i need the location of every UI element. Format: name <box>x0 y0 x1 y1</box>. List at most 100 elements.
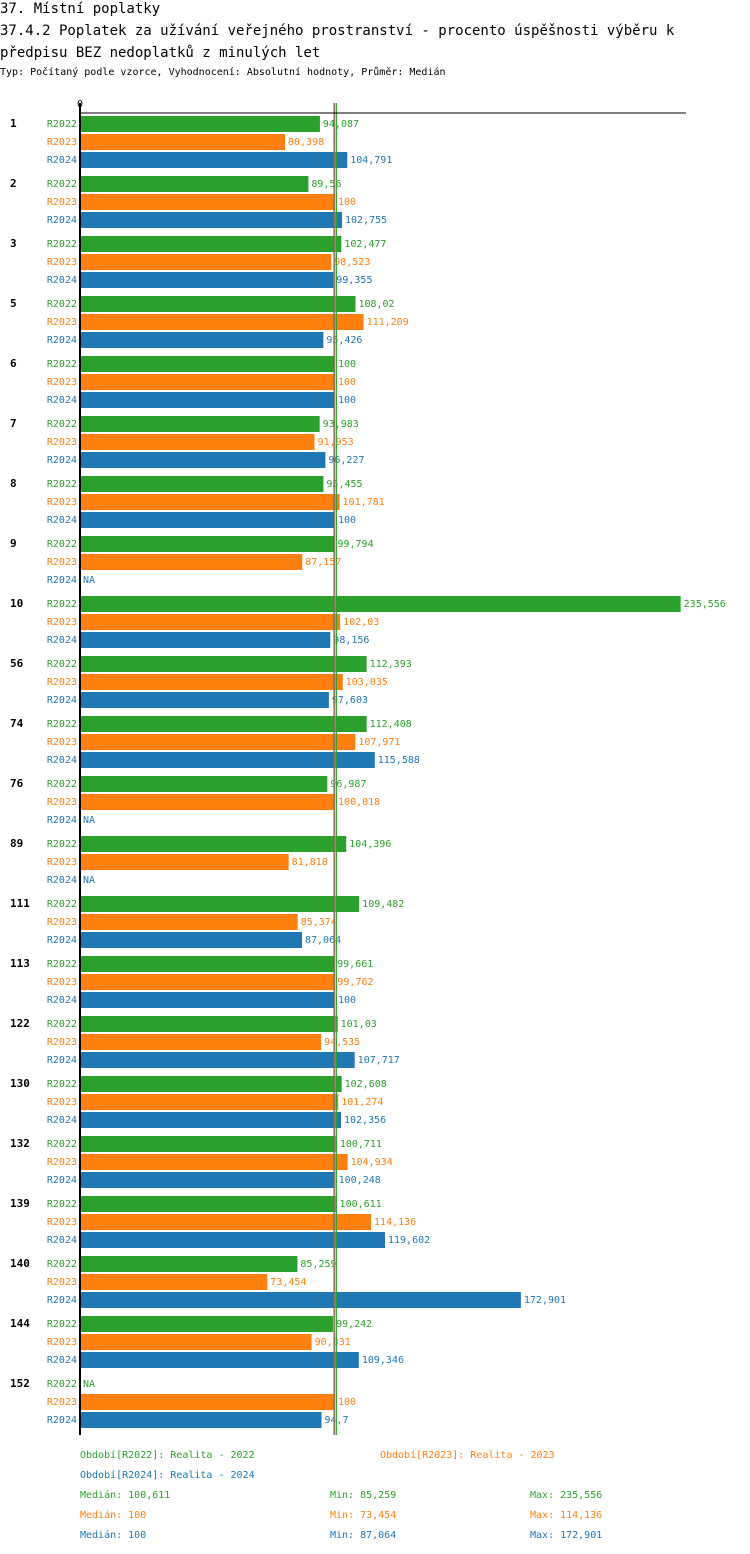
bar <box>80 416 320 432</box>
category-label: 76 <box>10 777 24 790</box>
series-label: R2024 <box>47 215 77 226</box>
bar <box>80 1214 372 1230</box>
bar <box>80 836 347 852</box>
value-label: 99,355 <box>336 275 372 286</box>
series-label: R2023 <box>47 977 77 988</box>
bar <box>80 992 335 1008</box>
series-label: R2023 <box>47 197 77 208</box>
stat-median-r2024: Medián: 100 <box>80 1530 147 1541</box>
value-label: 87,064 <box>305 935 341 946</box>
series-label: R2024 <box>47 1295 77 1306</box>
series-label: R2024 <box>47 875 77 886</box>
value-label: 90,831 <box>315 1337 351 1348</box>
series-label: R2023 <box>47 317 77 328</box>
bar <box>80 596 681 612</box>
category-label: 6 <box>10 357 17 370</box>
series-label: R2023 <box>47 497 77 508</box>
series-label: R2024 <box>47 575 77 586</box>
series-label: R2024 <box>47 815 77 826</box>
category-label: 89 <box>10 837 23 850</box>
series-label: R2022 <box>47 119 77 130</box>
bar <box>80 752 375 768</box>
series-label: R2024 <box>47 1235 77 1246</box>
value-label: 93,983 <box>323 419 359 430</box>
value-label: 95,426 <box>326 335 362 346</box>
value-label: 108,02 <box>358 299 394 310</box>
series-label: R2022 <box>47 899 77 910</box>
bar <box>80 452 326 468</box>
value-label: 100,611 <box>340 1199 382 1210</box>
bar <box>80 434 315 450</box>
bar <box>80 254 332 270</box>
series-label: R2022 <box>47 959 77 970</box>
bar <box>80 1334 312 1350</box>
value-label: 104,791 <box>350 155 392 166</box>
value-label: 81,818 <box>292 857 328 868</box>
category-label: 122 <box>10 1017 30 1030</box>
value-label: NA <box>83 575 95 586</box>
value-label: 95,455 <box>326 479 362 490</box>
value-label: 87,157 <box>305 557 341 568</box>
value-label: 96,227 <box>328 455 364 466</box>
bar <box>80 152 348 168</box>
series-label: R2023 <box>47 677 77 688</box>
bar <box>80 896 360 912</box>
bar <box>80 212 343 228</box>
value-label: NA <box>83 875 95 886</box>
legend-period-r2024: Období[R2024]: Realita - 2024 <box>80 1470 255 1481</box>
series-label: R2023 <box>47 377 77 388</box>
bar <box>80 674 343 690</box>
value-label: 172,901 <box>524 1295 566 1306</box>
stat-min-r2023: Min: 73,454 <box>330 1510 397 1521</box>
value-label: 94,087 <box>323 119 359 130</box>
series-label: R2022 <box>47 779 77 790</box>
value-label: 99,661 <box>337 959 373 970</box>
legend-period-r2022: Období[R2022]: Realita - 2022 <box>80 1450 255 1461</box>
series-label: R2023 <box>47 1217 77 1228</box>
value-label: 100,711 <box>340 1139 382 1150</box>
value-label: 99,794 <box>337 539 373 550</box>
value-label: 103,035 <box>346 677 388 688</box>
value-label: 115,588 <box>378 755 420 766</box>
bar <box>80 1172 336 1188</box>
bar <box>80 1394 335 1410</box>
value-label: 102,608 <box>345 1079 387 1090</box>
bar <box>80 1034 322 1050</box>
bar <box>80 734 356 750</box>
series-label: R2022 <box>47 719 77 730</box>
series-label: R2022 <box>47 419 77 430</box>
series-label: R2024 <box>47 935 77 946</box>
series-label: R2022 <box>47 359 77 370</box>
series-label: R2022 <box>47 659 77 670</box>
series-label: R2024 <box>47 1415 77 1426</box>
series-label: R2022 <box>47 1019 77 1030</box>
category-label: 9 <box>10 537 17 550</box>
series-label: R2023 <box>47 137 77 148</box>
bar <box>80 974 335 990</box>
series-label: R2023 <box>47 1397 77 1408</box>
bar <box>80 794 336 810</box>
bar <box>80 1232 385 1248</box>
series-label: R2023 <box>47 1337 77 1348</box>
bar <box>80 236 342 252</box>
value-label: 100 <box>338 395 356 406</box>
category-label: 139 <box>10 1197 30 1210</box>
series-label: R2023 <box>47 557 77 568</box>
series-label: R2024 <box>47 635 77 646</box>
series-label: R2023 <box>47 1157 77 1168</box>
bar <box>80 692 329 708</box>
series-label: R2022 <box>47 1319 77 1330</box>
value-label: 100 <box>338 359 356 370</box>
series-label: R2023 <box>47 617 77 628</box>
category-label: 130 <box>10 1077 30 1090</box>
bar <box>80 1352 359 1368</box>
value-label: 101,781 <box>343 497 385 508</box>
series-label: R2022 <box>47 1079 77 1090</box>
bar <box>80 1112 342 1128</box>
category-label: 152 <box>10 1377 30 1390</box>
series-label: R2022 <box>47 1139 77 1150</box>
stat-max-r2022: Max: 235,556 <box>530 1490 603 1501</box>
bar <box>80 374 335 390</box>
value-label: 111,209 <box>367 317 409 328</box>
